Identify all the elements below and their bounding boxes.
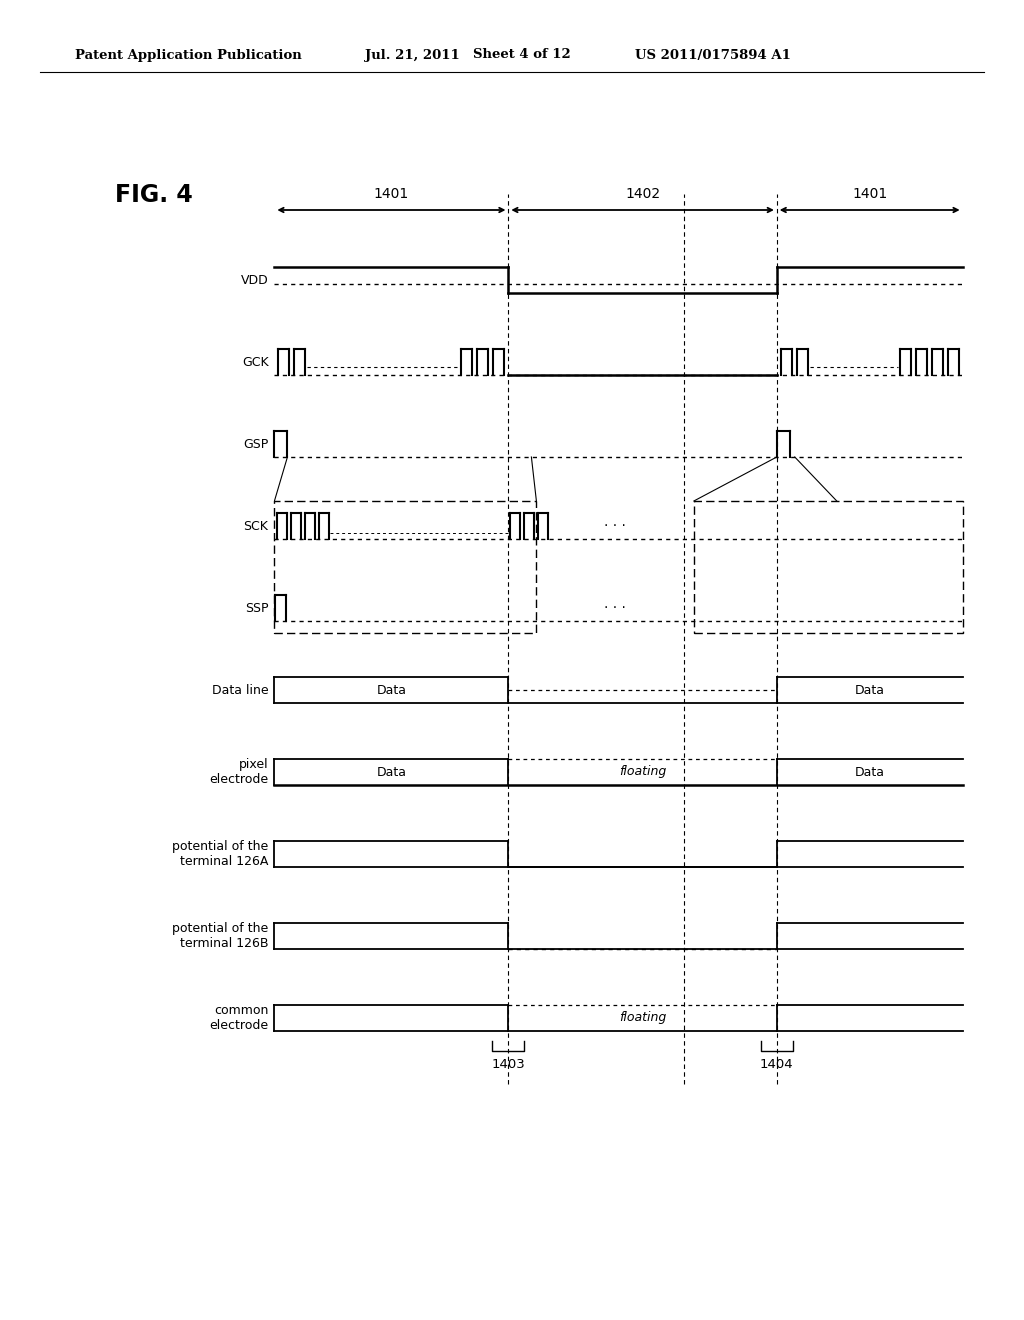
Text: . . .: . . .	[604, 515, 626, 529]
Text: Data line: Data line	[212, 684, 268, 697]
Text: VDD: VDD	[241, 273, 268, 286]
Bar	[694, 502, 963, 634]
Text: 1401: 1401	[374, 187, 409, 201]
Text: 1402: 1402	[625, 187, 660, 201]
Bar	[274, 502, 537, 634]
Text: SSP: SSP	[245, 602, 268, 615]
Text: potential of the
terminal 126B: potential of the terminal 126B	[172, 921, 268, 950]
Text: US 2011/0175894 A1: US 2011/0175894 A1	[635, 49, 791, 62]
Text: Jul. 21, 2011: Jul. 21, 2011	[365, 49, 460, 62]
Text: pixel
electrode: pixel electrode	[209, 758, 268, 785]
Text: GCK: GCK	[242, 355, 268, 368]
Text: potential of the
terminal 126A: potential of the terminal 126A	[172, 840, 268, 869]
Text: . . .: . . .	[604, 597, 626, 611]
Text: Data: Data	[377, 684, 407, 697]
Text: SCK: SCK	[244, 520, 268, 532]
Text: 1401: 1401	[852, 187, 887, 201]
Text: Data: Data	[377, 766, 407, 779]
Text: 1404: 1404	[760, 1059, 794, 1071]
Text: floating: floating	[618, 1011, 667, 1024]
Text: Patent Application Publication: Patent Application Publication	[75, 49, 302, 62]
Text: Data: Data	[855, 684, 885, 697]
Text: floating: floating	[618, 766, 667, 779]
Text: FIG. 4: FIG. 4	[115, 183, 193, 207]
Text: GSP: GSP	[243, 437, 268, 450]
Text: common
electrode: common electrode	[209, 1005, 268, 1032]
Text: Sheet 4 of 12: Sheet 4 of 12	[473, 49, 570, 62]
Text: Data: Data	[855, 766, 885, 779]
Text: 1403: 1403	[492, 1059, 525, 1071]
